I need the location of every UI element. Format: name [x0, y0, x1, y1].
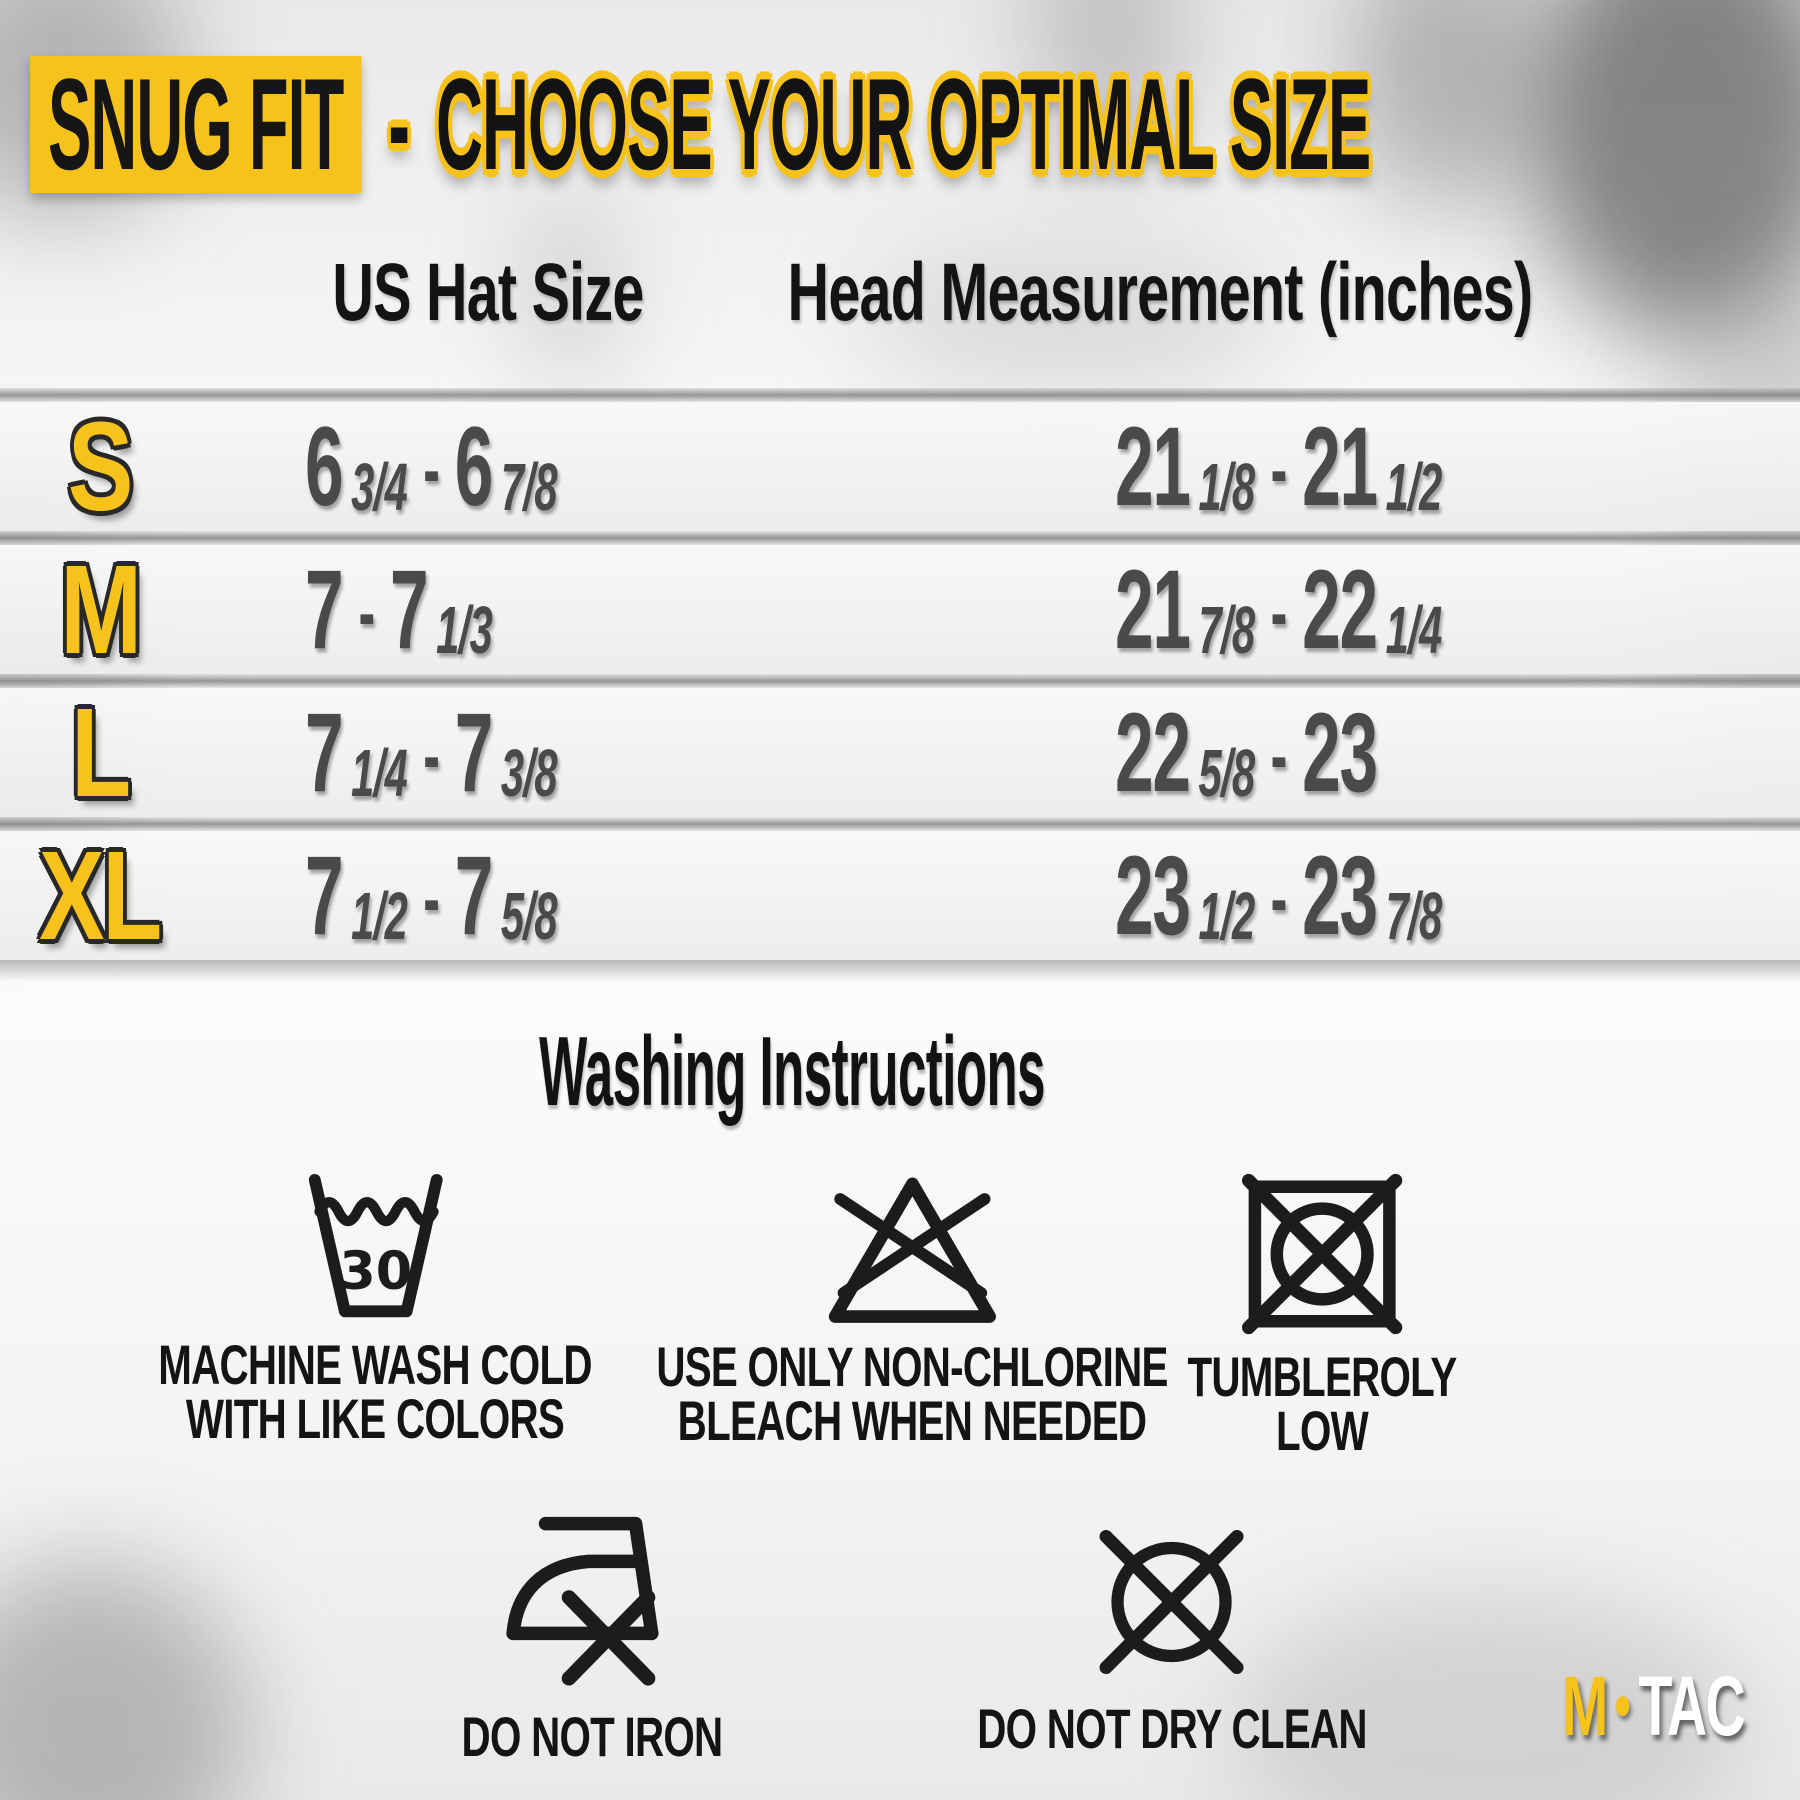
background-blob — [1350, 0, 1540, 210]
size-badge-l: L — [71, 681, 131, 823]
hat-size-cell: 7 1/4-7 3/8 — [200, 689, 780, 815]
title-rest-text: CHOOSE YOUR OPTIMAL SIZE — [435, 51, 1371, 197]
table-divider — [0, 388, 1800, 402]
care-label: MACHINE WASH COLD WITH LIKE COLORS — [158, 1333, 592, 1450]
hat-size-value: 7-7 1/3 — [305, 546, 493, 672]
hat-size-value: 6 3/4-6 7/8 — [305, 403, 558, 529]
table-bottom-shadow — [0, 960, 1800, 982]
head-measurement-value: 21 7/8-22 1/4 — [1115, 546, 1442, 672]
do-not-iron-icon — [506, 1516, 659, 1686]
title-separator: - — [388, 51, 410, 197]
care-item-do-not-dry-clean: DO NOT DRY CLEAN — [902, 1512, 1443, 1756]
table-row-s: S 6 3/4-6 7/8 21 1/8-21 1/2 — [0, 402, 1800, 531]
table-row-m: M 7-7 1/3 21 7/8-22 1/4 — [0, 545, 1800, 674]
table-row-xl: XL 7 1/2-7 5/8 23 1/2-23 7/8 — [0, 831, 1800, 960]
column-header-head-measurement: Head Measurement (inches) — [787, 247, 1534, 338]
care-label: USE ONLY NON-CHLORINE BLEACH WHEN NEEDED — [656, 1335, 1168, 1452]
care-label: DO NOT IRON — [461, 1705, 724, 1768]
head-measurement-cell: 22 5/8-23 — [780, 689, 1800, 815]
do-not-dry-clean-icon — [1099, 1530, 1244, 1674]
hat-size-cell: 6 3/4-6 7/8 — [200, 403, 780, 529]
svg-text:30: 30 — [339, 1242, 412, 1302]
background-blob — [860, 240, 1280, 400]
hat-size-value: 7 1/4-7 3/8 — [305, 689, 558, 815]
care-item-non-chlorine-bleach: USE ONLY NON-CHLORINE BLEACH WHEN NEEDED — [557, 1162, 1267, 1448]
mtac-logo: M TAC — [1561, 1659, 1746, 1753]
care-label: DO NOT DRY CLEAN — [977, 1697, 1367, 1760]
background-blob — [520, 190, 620, 390]
size-cell: L — [0, 681, 200, 823]
hat-size-cell: 7-7 1/3 — [200, 546, 780, 672]
background-blob — [0, 1560, 250, 1800]
care-label: TUMBLEROLY LOW — [1187, 1345, 1457, 1462]
mtac-dot-icon — [1615, 1696, 1629, 1716]
table-row-l: L 7 1/4-7 3/8 22 5/8-23 — [0, 688, 1800, 817]
title-highlight-box: SNUG FIT — [30, 56, 362, 194]
care-item-machine-wash: 30 MACHINE WASH COLD WITH LIKE COLORS — [74, 1168, 676, 1446]
mtac-logo-tac: TAC — [1638, 1659, 1745, 1753]
head-measurement-value: 21 1/8-21 1/2 — [1115, 403, 1442, 529]
table-divider — [0, 531, 1800, 545]
hat-size-cell: 7 1/2-7 5/8 — [200, 832, 780, 958]
table-divider — [0, 674, 1800, 688]
washing-instructions-heading: Washing Instructions — [539, 1016, 1045, 1126]
table-divider — [0, 817, 1800, 831]
column-header-us-hat-size: US Hat Size — [332, 247, 644, 338]
non-chlorine-bleach-icon — [828, 1177, 996, 1323]
size-cell: XL — [0, 824, 200, 966]
head-measurement-value: 23 1/2-23 7/8 — [1115, 832, 1442, 958]
size-badge-xl: XL — [39, 824, 163, 966]
size-badge-m: M — [60, 538, 142, 680]
head-measurement-value: 22 5/8-23 — [1115, 689, 1378, 815]
hat-size-value: 7 1/2-7 5/8 — [305, 832, 558, 958]
head-measurement-cell: 21 1/8-21 1/2 — [780, 403, 1800, 529]
size-table: S 6 3/4-6 7/8 21 1/8-21 1/2 M 7-7 1/3 21 7/8-2… — [0, 388, 1800, 982]
size-badge-s: S — [68, 395, 134, 537]
head-measurement-cell: 21 7/8-22 1/4 — [780, 546, 1800, 672]
machine-wash-30-icon: 30 — [308, 1173, 443, 1318]
title-highlight-text: SNUG FIT — [48, 51, 344, 197]
care-item-tumble-dry: TUMBLEROLY LOW — [1135, 1168, 1509, 1458]
do-not-tumble-dry-icon — [1241, 1173, 1403, 1335]
mtac-logo-m: M — [1561, 1659, 1608, 1753]
size-cell: S — [0, 395, 200, 537]
page-title: SNUG FIT - CHOOSE YOUR OPTIMAL SIZE — [30, 51, 1371, 197]
care-item-do-not-iron: DO NOT IRON — [411, 1502, 773, 1764]
head-measurement-cell: 23 1/2-23 7/8 — [780, 832, 1800, 958]
background-blob — [1230, 1590, 1750, 1800]
size-cell: M — [0, 538, 200, 680]
